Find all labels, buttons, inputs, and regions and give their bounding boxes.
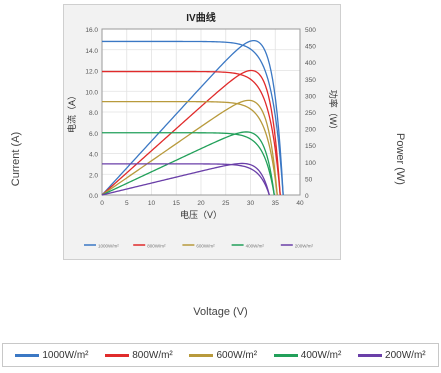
x-tick-label: 0: [100, 200, 104, 207]
y-left-tick-label: 2.0: [89, 172, 98, 179]
y-right-tick-label: 100: [305, 160, 316, 167]
chart-panel: 0.0 2.0 4.0 6.0 8.0 10.0 12.0 14.0 16.0 0 50 100 150…: [63, 4, 341, 260]
legend-label: 1000W/m²: [42, 349, 89, 361]
outer-y-axis-label-left: Current (A): [10, 131, 23, 187]
legend-item: 600W/m²: [189, 350, 257, 361]
iv-curve-line: [102, 100, 278, 196]
x-tick-label: 40: [296, 200, 304, 207]
inner-legend: 1000W/m² 800W/m² 600W/m² 400W/m² 200W/m²: [84, 244, 314, 249]
pv-curve-line: [101, 39, 284, 196]
legend-label: 800W/m²: [132, 349, 173, 361]
pv-curve-line: [101, 99, 278, 196]
inner-legend-label: 800W/m²: [147, 244, 166, 249]
inner-legend-label: 1000W/m²: [98, 244, 119, 249]
y-axis-label-left: 电流（A）: [66, 91, 77, 133]
x-tick-label: 15: [173, 200, 181, 207]
legend-item: 400W/m²: [273, 349, 342, 361]
pv-curve-line: [101, 131, 275, 196]
pv-curve-line: [101, 162, 270, 196]
y-axis-label-right: 功率（W）: [328, 90, 339, 135]
inner-legend-label: 200W/m²: [295, 244, 314, 249]
y-left-tick-label: 6.0: [89, 131, 98, 138]
tick-labels: 0.02.04.06.08.010.012.014.016.0050100150…: [85, 27, 316, 207]
legend-swatch: [15, 353, 40, 357]
outer-y-axis-label-right: Power (W): [393, 133, 406, 185]
y-left-tick-label: 4.0: [89, 152, 98, 159]
iv-curve-line: [102, 163, 270, 196]
y-right-tick-label: 400: [305, 60, 316, 67]
y-right-tick-label: 200: [305, 127, 316, 134]
plot-area: 0.02.04.06.08.010.012.014.016.0050100150…: [66, 11, 339, 249]
y-left-tick-label: 8.0: [89, 110, 98, 117]
y-right-tick-label: 250: [305, 110, 316, 117]
y-right-tick-label: 450: [305, 44, 316, 51]
iv-curve-line: [102, 132, 275, 196]
inner-legend-label: 400W/m²: [246, 244, 265, 249]
x-tick-label: 5: [125, 200, 129, 207]
y-right-tick-label: 300: [305, 93, 316, 100]
legend-swatch: [273, 353, 298, 357]
legend-item: 1000W/m²: [15, 350, 88, 361]
pv-curve-line: [101, 69, 281, 196]
y-left-tick-label: 16.0: [85, 27, 98, 34]
legend-swatch: [358, 353, 383, 357]
inner-legend-label: 600W/m²: [196, 244, 215, 249]
x-tick-label: 25: [222, 200, 230, 207]
y-right-tick-label: 50: [305, 176, 313, 183]
legend-label: 400W/m²: [300, 349, 342, 361]
y-right-tick-label: 0: [305, 193, 309, 200]
series-lines: [101, 39, 284, 196]
plot-frame: [101, 28, 301, 196]
legend-label: 200W/m²: [385, 349, 426, 361]
x-tick-label: 35: [272, 200, 280, 207]
y-left-tick-label: 10.0: [85, 89, 98, 96]
y-left-tick-label: 14.0: [85, 48, 98, 55]
x-tick-label: 10: [148, 200, 156, 207]
y-right-tick-label: 350: [305, 77, 316, 84]
legend-item: 200W/m²: [358, 350, 426, 361]
axes: [101, 28, 301, 196]
y-right-tick-label: 500: [305, 27, 316, 34]
legend-label: 600W/m²: [216, 349, 258, 361]
y-right-tick-label: 150: [305, 143, 316, 150]
legend-swatch: [105, 353, 130, 357]
y-left-tick-label: 0.0: [89, 193, 98, 200]
x-tick-label: 20: [197, 200, 205, 207]
outer-x-axis-label: Voltage (V): [193, 306, 248, 318]
y-left-tick-label: 12.0: [85, 69, 98, 76]
legend: 1000W/m² 800W/m² 600W/m² 400W/m² 200W/m²: [2, 343, 439, 367]
x-axis-label: 电压（V）: [180, 209, 222, 220]
iv-curve-line: [102, 40, 284, 196]
chart-title: IV曲线: [186, 11, 215, 24]
legend-swatch: [189, 353, 214, 357]
x-tick-label: 30: [247, 200, 255, 207]
iv-curve-line: [102, 70, 281, 196]
legend-item: 800W/m²: [105, 350, 173, 361]
